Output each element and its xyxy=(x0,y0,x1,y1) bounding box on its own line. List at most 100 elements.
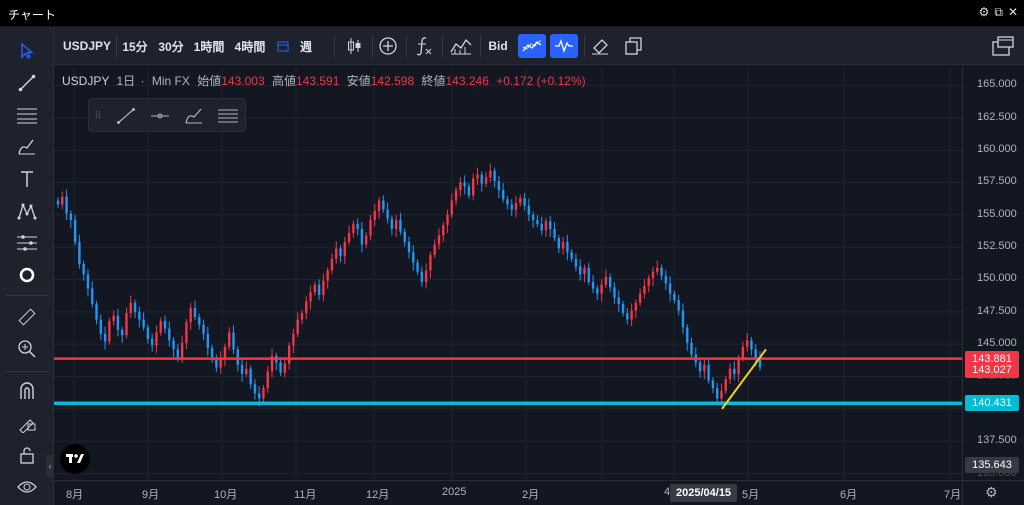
candle-body xyxy=(544,221,548,231)
candle-body xyxy=(724,379,727,391)
pattern-tool-icon[interactable] xyxy=(11,197,43,225)
price-axis-label: 160.000 xyxy=(977,143,1017,156)
candlestick-chart[interactable] xyxy=(54,66,962,480)
candle-body xyxy=(377,200,381,211)
candle-body xyxy=(86,274,90,289)
legend-open-value: 143.003 xyxy=(221,74,265,88)
calendar-icon[interactable] xyxy=(275,34,291,58)
candle-body xyxy=(660,267,663,276)
time-axis[interactable]: 8月 9月 10月 11月 12月 2025 2月 4 5月 6月 7月 2025/04/15 xyxy=(54,480,962,505)
candle-body xyxy=(335,248,338,259)
interval-4h-button[interactable]: 4時間 xyxy=(234,39,266,54)
eye-icon[interactable] xyxy=(11,473,43,501)
chart-settings-icon[interactable]: ⚙ xyxy=(985,484,998,500)
templates-icon[interactable] xyxy=(447,34,475,58)
candle-body xyxy=(720,390,723,399)
interval-weekly-button[interactable]: 週 xyxy=(299,39,312,54)
candle-body xyxy=(651,271,655,279)
candle-body xyxy=(176,349,180,359)
clear-drawings-icon[interactable] xyxy=(586,34,614,58)
price-axis-label: 150.000 xyxy=(977,272,1017,285)
chart-toggle-2-icon[interactable] xyxy=(550,34,578,58)
candle-body xyxy=(553,229,556,239)
lock-icon[interactable] xyxy=(11,441,43,469)
window-title: チャート xyxy=(8,8,56,22)
candle-body xyxy=(750,340,753,350)
trend-line xyxy=(721,348,767,410)
candle-body xyxy=(420,271,424,283)
candle-body xyxy=(454,190,458,201)
compare-symbol-icon[interactable] xyxy=(374,34,402,58)
candle-body xyxy=(116,315,120,330)
price-tag: 135.643 xyxy=(965,457,1019,474)
candle-body xyxy=(228,332,231,347)
candle-body xyxy=(69,213,73,220)
ruler-icon[interactable] xyxy=(11,303,43,331)
settings-icon[interactable]: ⚙ xyxy=(978,5,990,19)
float-fib-icon[interactable] xyxy=(215,104,241,128)
trendline-tool-icon[interactable] xyxy=(11,69,43,97)
price-axis[interactable]: 165.000 162.500 160.000 157.500 155.000 152.5… xyxy=(962,66,1024,480)
candle-body xyxy=(570,252,573,259)
candle-style-icon[interactable] xyxy=(340,34,368,58)
time-axis-label: 10月 xyxy=(214,489,238,501)
brush-tool-icon[interactable] xyxy=(11,133,43,161)
indicators-icon[interactable] xyxy=(410,34,438,58)
float-brush-icon[interactable] xyxy=(181,104,207,128)
legend-high-label: 高値 xyxy=(271,74,296,88)
candle-body xyxy=(459,182,462,191)
fib-tool-icon[interactable] xyxy=(11,101,43,129)
candle-body xyxy=(407,241,411,253)
snapshot-icon[interactable] xyxy=(620,34,648,58)
candle-body xyxy=(326,270,329,281)
cursor-icon[interactable] xyxy=(11,37,43,65)
candle-body xyxy=(240,364,244,374)
price-type-button[interactable]: Bid xyxy=(488,39,508,53)
circle-tool-icon[interactable] xyxy=(11,261,43,289)
interval-30m-button[interactable]: 30分 xyxy=(158,39,184,54)
candle-body xyxy=(758,358,762,368)
candle-body xyxy=(643,285,646,294)
candle-body xyxy=(412,252,415,263)
candle-body xyxy=(621,304,625,314)
close-icon[interactable]: ✕ xyxy=(1007,5,1018,19)
candle-body xyxy=(433,244,436,255)
legend-open-label: 始値 xyxy=(197,74,222,88)
tradingview-logo[interactable] xyxy=(60,444,90,474)
candle-body xyxy=(150,338,154,346)
candle-body xyxy=(369,219,372,236)
price-tag: 140.431 xyxy=(965,395,1019,412)
candle-body xyxy=(501,190,505,200)
symbol-button[interactable]: USDJPY xyxy=(62,39,112,53)
candle-body xyxy=(262,388,265,399)
chart-pane[interactable]: USDJPY 1日 · Min FX 始値143.003 高値143.591 安… xyxy=(54,66,962,480)
zoom-icon[interactable] xyxy=(11,335,43,363)
interval-1h-button[interactable]: 1時間 xyxy=(193,39,225,54)
candle-body xyxy=(292,333,295,346)
candle-body xyxy=(103,333,107,342)
chart-toggle-1-icon[interactable] xyxy=(518,34,546,58)
text-tool-icon[interactable] xyxy=(11,165,43,193)
candle-body xyxy=(673,293,676,301)
crosshair-date-tag: 2025/04/15 xyxy=(670,484,738,502)
candle-body xyxy=(159,320,162,333)
ohlc-legend: USDJPY 1日 · Min FX 始値143.003 高値143.591 安… xyxy=(62,74,586,88)
candle-body xyxy=(279,362,282,373)
candle-body xyxy=(446,214,449,226)
popout-icon[interactable]: ⧉ xyxy=(994,5,1003,19)
magnet-icon[interactable] xyxy=(11,377,43,405)
float-trendline-icon[interactable] xyxy=(113,104,139,128)
candle-body xyxy=(429,254,432,271)
drag-handle-icon[interactable]: ⠿ xyxy=(94,110,102,122)
layout-icon[interactable] xyxy=(988,34,1018,58)
candle-body xyxy=(65,196,68,214)
collapse-toolbar-button[interactable]: ‹ xyxy=(46,455,54,477)
candle-body xyxy=(557,238,561,249)
lock-draw-icon[interactable] xyxy=(11,409,43,437)
candle-body xyxy=(125,313,128,336)
interval-15m-button[interactable]: 15分 xyxy=(122,39,148,54)
candle-body xyxy=(249,368,252,385)
candle-body xyxy=(270,355,274,372)
prediction-tool-icon[interactable] xyxy=(11,229,43,257)
float-hline-icon[interactable] xyxy=(147,104,173,128)
